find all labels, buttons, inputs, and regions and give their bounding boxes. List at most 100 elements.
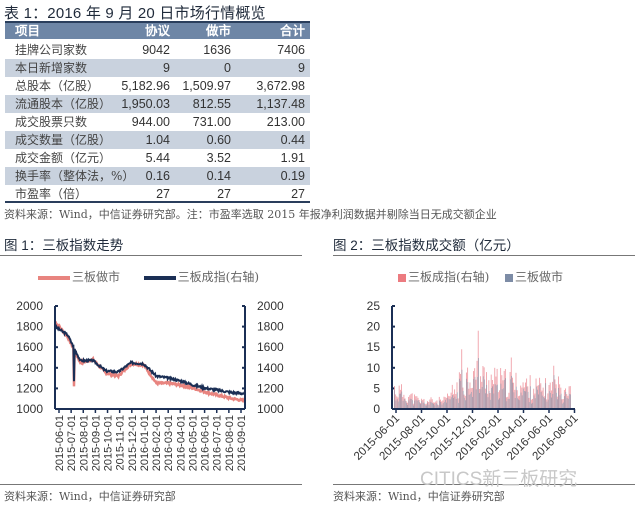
table-note: 资料来源：Wind，中信证券研究部。注：市盈率选取 2015 年报净利润数据并剔… [4, 208, 497, 221]
svg-text:2016-03-01: 2016-03-01 [163, 415, 175, 471]
svg-text:2016-02-01: 2016-02-01 [151, 415, 163, 471]
cell-item: 成交金额（亿元） [15, 151, 112, 165]
cell-item: 挂牌公司家数 [15, 43, 88, 57]
cell-item: 本日新增家数 [15, 61, 88, 75]
cell-agreement: 5.44 [145, 151, 170, 165]
svg-text:2016-06-01: 2016-06-01 [200, 415, 212, 471]
cell-total: 27 [291, 187, 305, 201]
svg-text:2015-12-01: 2015-12-01 [127, 415, 139, 471]
svg-text:1600: 1600 [257, 340, 284, 354]
figure2-title: 图 2：三板指数成交额（亿元） [333, 238, 520, 253]
table-row: 市盈率（倍） 27 27 27 [5, 185, 310, 203]
svg-text:20: 20 [367, 320, 381, 334]
svg-text:2015-08-01: 2015-08-01 [78, 415, 90, 471]
svg-text:2016-05-01: 2016-05-01 [187, 415, 199, 471]
figure1-rule [0, 255, 302, 256]
table-row: 总股本（亿股） 5,182.96 1,509.97 3,672.98 [5, 77, 310, 95]
figure1-legend: 三板做市 三板成指(右轴) [38, 268, 259, 285]
cell-agreement: 1,950.03 [121, 97, 170, 111]
cell-agreement: 5,182.96 [121, 79, 170, 93]
svg-text:2000: 2000 [257, 299, 284, 313]
svg-text:15: 15 [367, 340, 381, 354]
cell-agreement: 1.04 [145, 133, 170, 147]
cell-agreement: 9042 [142, 43, 170, 57]
figure1-line-chart: 1000 1000 1200 1200 1400 1400 1600 1600 1800 1800… [16, 299, 284, 471]
svg-text:2015-10-01: 2015-10-01 [103, 415, 115, 471]
svg-text:2015-06-01: 2015-06-01 [54, 415, 66, 471]
legend-label-market-making: 三板做市 [72, 270, 121, 284]
svg-text:0: 0 [373, 402, 380, 416]
svg-text:1600: 1600 [16, 340, 43, 354]
legend-label-composite: 三板成指(右轴) [408, 270, 490, 284]
svg-text:2000: 2000 [16, 299, 43, 313]
cell-market-making: 做市 [205, 24, 231, 38]
svg-text:2015-07-01: 2015-07-01 [66, 415, 78, 471]
figure2-source: 资料来源：Wind，中信证券研究部 [333, 490, 505, 503]
table-row: 本日新增家数 9 0 9 [5, 59, 310, 77]
figure2-rule [333, 255, 635, 256]
legend-swatch-composite [143, 275, 176, 280]
cell-item: 换手率（整体法，%） [15, 169, 135, 183]
cell-agreement: 27 [156, 187, 170, 201]
svg-text:1200: 1200 [16, 381, 43, 395]
table-bottom-rule [5, 201, 310, 203]
cell-agreement: 944.00 [131, 115, 170, 129]
cell-market-making: 1,509.97 [182, 79, 231, 93]
cell-total: 7406 [277, 43, 305, 57]
legend-label-composite: 三板成指(右轴) [177, 270, 260, 284]
cell-total: 合计 [279, 24, 305, 38]
table-row: 成交数量（亿股） 1.04 0.60 0.44 [5, 131, 310, 149]
cell-total: 0.44 [280, 133, 305, 147]
cell-total: 213.00 [266, 115, 305, 129]
figure1-source: 资料来源：Wind，中信证券研究部 [4, 490, 176, 503]
svg-text:1400: 1400 [257, 361, 284, 375]
cell-market-making: 0.14 [206, 169, 231, 183]
cell-market-making: 27 [217, 187, 231, 201]
figure1-bottom-rule [0, 484, 302, 485]
cell-market-making: 0.60 [206, 133, 231, 147]
svg-text:2016-04-01: 2016-04-01 [175, 415, 187, 471]
cell-market-making: 0 [224, 61, 231, 75]
cell-total: 0.19 [280, 169, 305, 183]
cell-market-making: 812.55 [192, 97, 231, 111]
svg-text:1000: 1000 [16, 402, 43, 416]
legend-swatch-market-making [505, 273, 514, 282]
svg-text:2016-07-01: 2016-07-01 [212, 415, 224, 471]
cell-agreement: 9 [163, 61, 170, 75]
svg-text:1400: 1400 [16, 361, 43, 375]
svg-text:2016-09-01: 2016-09-01 [236, 415, 248, 471]
table-row: 流通股本（亿股） 1,950.03 812.55 1,137.48 [5, 95, 310, 113]
figure1-title: 图 1：三板指数走势 [4, 238, 124, 253]
svg-text:2016-08-01: 2016-08-01 [224, 415, 236, 471]
watermark: CITICS新三板研究 [420, 469, 578, 490]
svg-text:25: 25 [367, 299, 381, 313]
figure2-bar-chart: 05101520252015-06-012015-08-012015-10-01… [352, 299, 581, 463]
svg-text:5: 5 [373, 381, 380, 395]
cell-total: 1,137.48 [256, 97, 305, 111]
cell-item: 成交数量（亿股） [15, 133, 112, 147]
cell-total: 1.91 [280, 151, 305, 165]
legend-swatch-composite [398, 273, 406, 282]
cell-item: 总股本（亿股） [15, 79, 100, 93]
svg-text:1800: 1800 [257, 320, 284, 334]
cell-item: 成交股票只数 [15, 115, 88, 129]
svg-text:10: 10 [367, 361, 381, 375]
table-title: 表 1：2016 年 9 月 20 日市场行情概览 [4, 5, 266, 22]
cell-item: 市盈率（倍） [15, 187, 88, 201]
table-row: 挂牌公司家数 9042 1636 7406 [5, 41, 310, 59]
cell-agreement: 0.16 [145, 169, 170, 183]
svg-text:1200: 1200 [257, 381, 284, 395]
svg-text:2016-01-01: 2016-01-01 [139, 415, 151, 471]
cell-market-making: 1636 [203, 43, 231, 57]
table-header: 项目 协议 做市 合计 [5, 21, 310, 39]
cell-market-making: 731.00 [192, 115, 231, 129]
cell-item: 项目 [15, 24, 41, 38]
table-row: 换手率（整体法，%） 0.16 0.14 0.19 [5, 167, 310, 185]
cell-total: 9 [298, 61, 305, 75]
figure2-bottom-rule [333, 484, 635, 485]
svg-text:2015-11-01: 2015-11-01 [115, 415, 127, 470]
cell-item: 流通股本（亿股） [15, 97, 112, 111]
table-row: 成交股票只数 944.00 731.00 213.00 [5, 113, 310, 131]
svg-text:1000: 1000 [257, 402, 284, 416]
svg-text:2015-09-01: 2015-09-01 [90, 415, 102, 471]
